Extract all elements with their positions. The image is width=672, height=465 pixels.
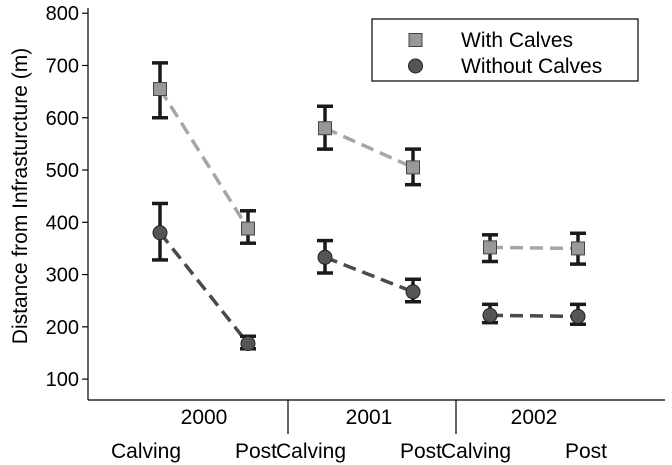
period-label: Post [565,440,607,463]
connecting-line [489,313,579,319]
series-with-calves [152,61,586,266]
data-point-square [571,241,585,256]
data-point-circle [482,307,498,323]
connecting-line [158,88,250,230]
period-label: Post [400,440,442,463]
year-label: 2000 [181,406,228,429]
legend-label: Without Calves [461,55,602,78]
y-tick-label: 700 [46,55,79,77]
legend: With Calves Without Calves [371,18,639,82]
year-label: 2001 [346,406,393,429]
period-label: Post [235,440,277,463]
legend-label: With Calves [461,29,573,52]
plot-frame [87,8,665,401]
data-point-square [483,240,497,255]
y-tick-label: 800 [46,3,79,25]
legend-marker-square [408,33,423,47]
connecting-line [324,126,414,170]
series-layer [152,61,586,352]
legend-marker-circle [408,58,423,74]
data-point-square [406,160,420,175]
y-tick-label: 300 [46,265,79,287]
data-point-circle [152,225,168,241]
period-label: Calving [111,440,181,463]
period-label: Calving [276,440,346,463]
data-point-circle [240,336,256,352]
year-label: 2002 [511,406,558,429]
y-axis: 100 200 300 400 500 600 700 800 [46,3,88,391]
connecting-line [158,231,250,345]
data-point-circle [405,284,421,300]
data-point-circle [317,249,333,265]
y-tick-label: 400 [46,212,79,234]
connecting-line [489,245,579,251]
series-without-calves [152,201,586,352]
data-point-square [153,82,167,97]
period-label: Calving [441,440,511,463]
connecting-line [324,255,414,294]
data-point-square [318,121,332,136]
y-axis-label: Distance from Infrasturcture (m) [9,48,32,344]
y-tick-label: 500 [46,160,79,182]
y-tick-label: 100 [46,369,79,391]
data-point-square [241,221,255,236]
data-point-circle [570,308,586,324]
y-tick-label: 200 [46,317,79,339]
y-tick-label: 600 [46,108,79,130]
